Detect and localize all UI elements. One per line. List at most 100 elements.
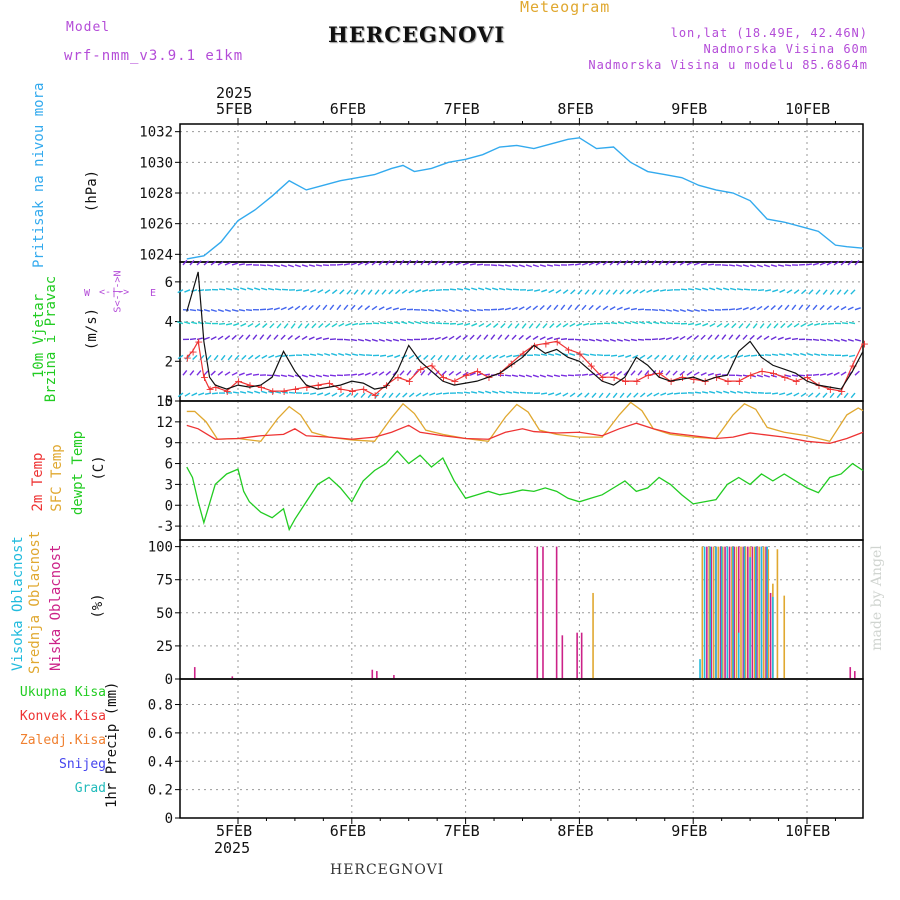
wind-barb	[210, 308, 217, 313]
wind-barb	[462, 334, 468, 340]
wind-barb	[646, 321, 653, 325]
wind-barb	[224, 335, 231, 340]
precip-legend-item: Konvek.Kisa	[19, 709, 106, 724]
wind-barb	[605, 289, 611, 295]
wind-barb	[540, 353, 548, 357]
wind-barb	[511, 264, 518, 268]
wind-barb	[225, 322, 233, 326]
wind-barb	[218, 288, 226, 291]
wind-barb	[456, 287, 464, 291]
wind-barb	[317, 392, 324, 396]
wind-barb	[408, 321, 415, 325]
wind-barb	[353, 289, 359, 295]
wind-barb	[196, 308, 204, 312]
wind-barb	[322, 304, 328, 311]
wind-barb	[203, 308, 210, 312]
wind-barb	[497, 264, 505, 267]
y-tick-label: 0	[165, 394, 173, 410]
wind-barb	[504, 374, 512, 377]
wind-barb	[224, 261, 231, 266]
wind-barb	[213, 354, 219, 361]
wind-barb	[315, 374, 322, 378]
wind-barb	[854, 260, 860, 266]
wind-barb	[843, 392, 849, 399]
wind-barb	[519, 391, 527, 394]
wind-barb	[646, 354, 653, 360]
wind-barb	[623, 338, 630, 342]
wind-gust-marker: +	[183, 351, 192, 364]
wind-gust-marker: +	[553, 335, 562, 348]
wind-barb	[723, 287, 730, 291]
wind-barb	[388, 392, 394, 399]
wind-barb	[379, 321, 387, 325]
wind-barb	[773, 323, 779, 329]
wind-barb	[350, 262, 357, 266]
wind-gust-marker: +	[371, 389, 380, 402]
wind-gust-marker: +	[439, 371, 448, 384]
y-tick-label: 0.6	[148, 726, 173, 742]
wind-barb	[731, 323, 737, 329]
wind-barb	[749, 334, 755, 340]
wind-barb	[820, 353, 828, 357]
wind-barb	[707, 372, 714, 376]
wind-gust-marker: +	[484, 371, 493, 384]
wind-barb	[353, 392, 359, 398]
wind-barb	[812, 304, 818, 311]
wind-barb	[675, 354, 681, 361]
y-tick-label: 0	[165, 498, 173, 514]
wind-barb	[497, 308, 505, 311]
wind-barb	[371, 371, 378, 376]
wind-barb	[639, 289, 646, 294]
wind-barb	[308, 336, 315, 341]
wind-barb	[245, 373, 252, 376]
wind-barb	[595, 338, 602, 342]
wind-barb	[456, 322, 464, 326]
wind-barb	[189, 260, 195, 266]
wind-barb	[730, 390, 737, 394]
date-label-top: 9FEB	[671, 100, 708, 118]
wind-barb	[492, 390, 499, 394]
wind-barb	[700, 334, 706, 340]
wind-barb	[693, 371, 700, 376]
wind-barb	[345, 353, 352, 357]
wind-barb	[455, 335, 462, 341]
wind-barb	[506, 354, 513, 358]
wind-barb	[448, 308, 455, 313]
wind-barb	[308, 374, 315, 378]
wind-barb	[665, 336, 672, 341]
wind-barb	[626, 392, 632, 398]
wind-barb	[633, 392, 639, 398]
wind-barb	[548, 289, 555, 294]
wind-barb	[378, 371, 385, 376]
wind-barb	[441, 336, 448, 341]
wind-barb	[357, 304, 363, 311]
wind-gust-marker: +	[564, 343, 573, 356]
wind-barb	[850, 392, 856, 399]
precip-legend-item: Zaledj.Kisa	[19, 733, 106, 748]
wind-barb	[709, 390, 716, 394]
wind-barb	[826, 305, 832, 311]
y-tick-label: 3	[165, 477, 173, 493]
wind-barb	[512, 391, 520, 394]
wind-barb	[703, 354, 709, 361]
wind-barb	[177, 392, 184, 398]
wind-barb	[637, 370, 643, 376]
wind-barb	[702, 322, 709, 327]
wind-barb	[630, 370, 636, 376]
wind-barb	[364, 261, 371, 266]
wind-barb	[266, 307, 274, 311]
wind-barb	[329, 374, 337, 377]
wind-barb	[310, 289, 317, 293]
wind-barb	[191, 321, 198, 325]
panel-frame	[179, 678, 864, 819]
wind-barb	[220, 354, 226, 361]
wind-barb	[511, 374, 519, 378]
wind-barb	[324, 352, 331, 357]
wind-barb	[268, 354, 275, 359]
date-label-bottom: 9FEB	[671, 822, 708, 840]
wind-barb	[595, 261, 602, 266]
wind-barb	[539, 374, 546, 378]
wind-gust-marker: +	[837, 385, 846, 398]
wind-barb	[532, 264, 539, 268]
wind-barb	[777, 336, 784, 341]
